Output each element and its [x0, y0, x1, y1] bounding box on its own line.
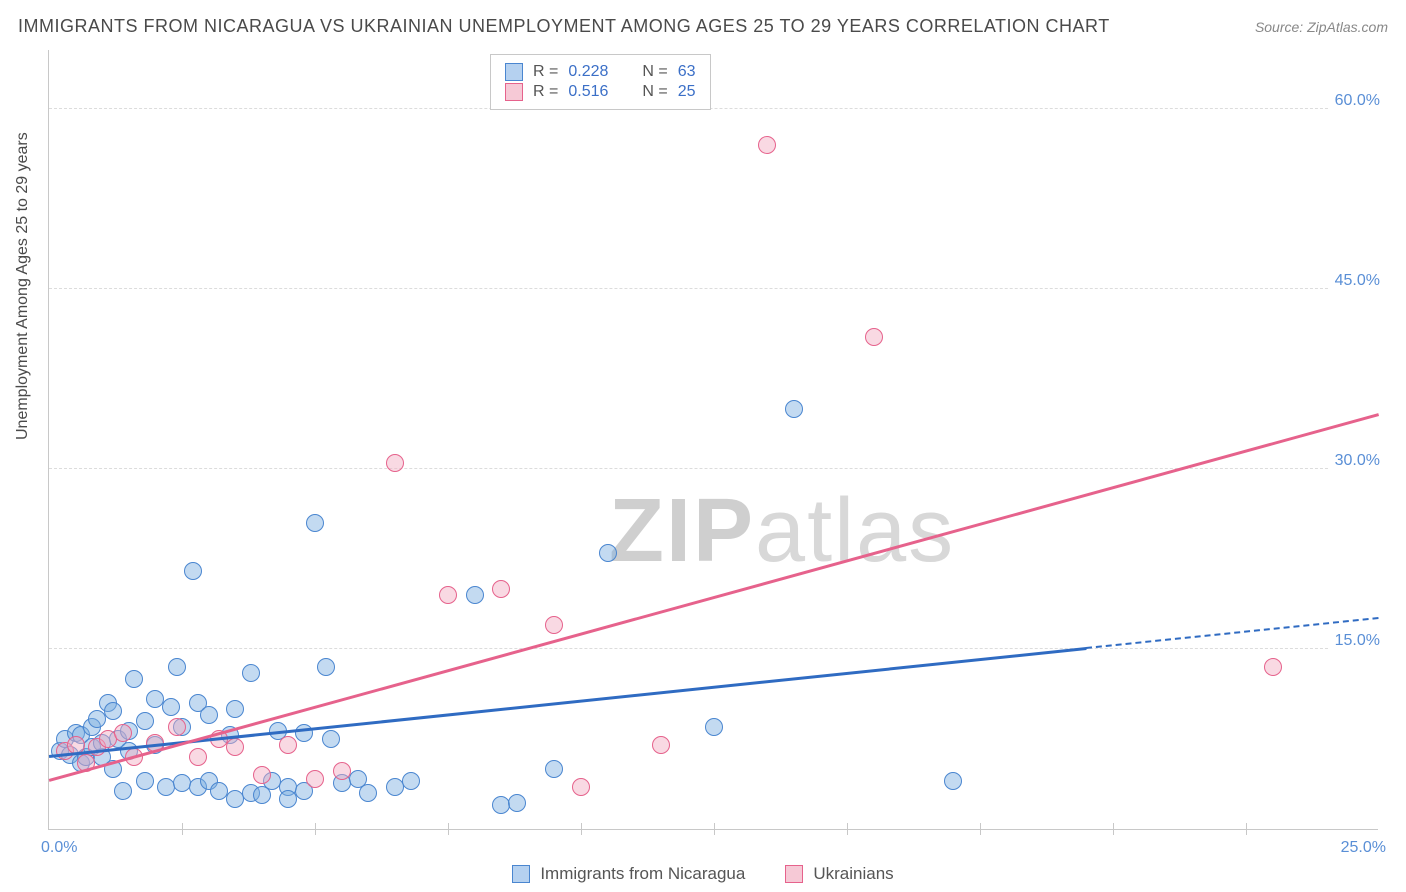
n-label: N =	[642, 63, 667, 81]
watermark: ZIPatlas	[609, 480, 955, 583]
data-point-blue	[944, 772, 962, 790]
x-tick	[847, 823, 848, 835]
x-tick	[714, 823, 715, 835]
x-max-label: 25.0%	[1341, 839, 1386, 857]
data-point-blue	[226, 700, 244, 718]
x-tick	[448, 823, 449, 835]
data-point-blue	[162, 698, 180, 716]
data-point-blue	[184, 562, 202, 580]
x-tick	[182, 823, 183, 835]
y-tick-label: 45.0%	[1329, 272, 1380, 290]
legend-item-blue: Immigrants from Nicaragua	[512, 864, 745, 884]
legend-label-pink: Ukrainians	[813, 864, 893, 884]
grid-line	[49, 288, 1378, 289]
swatch-blue-icon	[505, 63, 523, 81]
data-point-blue	[136, 772, 154, 790]
watermark-zip: ZIP	[609, 481, 755, 581]
data-point-blue	[322, 730, 340, 748]
data-point-pink	[572, 778, 590, 796]
data-point-pink	[758, 136, 776, 154]
data-point-blue	[114, 782, 132, 800]
scatter-plot-area: ZIPatlas 0.0% 25.0% 15.0%30.0%45.0%60.0%	[48, 50, 1378, 830]
stats-row-pink: R = 0.516 N = 25	[505, 83, 696, 101]
data-point-blue	[306, 514, 324, 532]
data-point-blue	[402, 772, 420, 790]
y-tick-label: 30.0%	[1329, 452, 1380, 470]
x-tick	[980, 823, 981, 835]
data-point-blue	[136, 712, 154, 730]
data-point-blue	[466, 586, 484, 604]
data-point-blue	[599, 544, 617, 562]
data-point-blue	[705, 718, 723, 736]
y-axis-label: Unemployment Among Ages 25 to 29 years	[14, 132, 32, 440]
r-label: R =	[533, 83, 558, 101]
r-label: R =	[533, 63, 558, 81]
swatch-pink-icon	[785, 865, 803, 883]
watermark-atlas: atlas	[755, 481, 955, 581]
chart-title: IMMIGRANTS FROM NICARAGUA VS UKRAINIAN U…	[18, 16, 1110, 37]
data-point-blue	[317, 658, 335, 676]
data-point-blue	[104, 702, 122, 720]
n-value-pink: 25	[678, 83, 696, 101]
correlation-stats-box: R = 0.228 N = 63 R = 0.516 N = 25	[490, 54, 711, 110]
data-point-pink	[253, 766, 271, 784]
data-point-pink	[652, 736, 670, 754]
n-value-blue: 63	[678, 63, 696, 81]
grid-line	[49, 648, 1378, 649]
x-origin-label: 0.0%	[41, 839, 77, 857]
r-value-pink: 0.516	[568, 83, 608, 101]
legend-item-pink: Ukrainians	[785, 864, 893, 884]
data-point-pink	[333, 762, 351, 780]
title-bar: IMMIGRANTS FROM NICARAGUA VS UKRAINIAN U…	[18, 16, 1388, 37]
n-label: N =	[642, 83, 667, 101]
data-point-pink	[168, 718, 186, 736]
x-tick	[1246, 823, 1247, 835]
swatch-pink-icon	[505, 83, 523, 101]
x-tick	[315, 823, 316, 835]
legend-label-blue: Immigrants from Nicaragua	[540, 864, 745, 884]
bottom-legend: Immigrants from Nicaragua Ukrainians	[0, 864, 1406, 884]
swatch-blue-icon	[512, 865, 530, 883]
data-point-blue	[545, 760, 563, 778]
data-point-pink	[189, 748, 207, 766]
data-point-pink	[1264, 658, 1282, 676]
data-point-blue	[359, 784, 377, 802]
data-point-blue	[168, 658, 186, 676]
data-point-blue	[785, 400, 803, 418]
y-tick-label: 60.0%	[1329, 92, 1380, 110]
data-point-blue	[508, 794, 526, 812]
r-value-blue: 0.228	[568, 63, 608, 81]
data-point-pink	[279, 736, 297, 754]
data-point-pink	[386, 454, 404, 472]
data-point-blue	[125, 670, 143, 688]
data-point-pink	[492, 580, 510, 598]
data-point-blue	[242, 664, 260, 682]
source-attribution: Source: ZipAtlas.com	[1255, 19, 1388, 35]
stats-row-blue: R = 0.228 N = 63	[505, 63, 696, 81]
data-point-pink	[545, 616, 563, 634]
x-tick	[581, 823, 582, 835]
y-tick-label: 15.0%	[1329, 632, 1380, 650]
data-point-blue	[173, 774, 191, 792]
data-point-pink	[865, 328, 883, 346]
data-point-pink	[439, 586, 457, 604]
x-tick	[1113, 823, 1114, 835]
data-point-pink	[114, 724, 132, 742]
data-point-pink	[306, 770, 324, 788]
grid-line	[49, 108, 1378, 109]
data-point-pink	[226, 738, 244, 756]
data-point-blue	[200, 706, 218, 724]
